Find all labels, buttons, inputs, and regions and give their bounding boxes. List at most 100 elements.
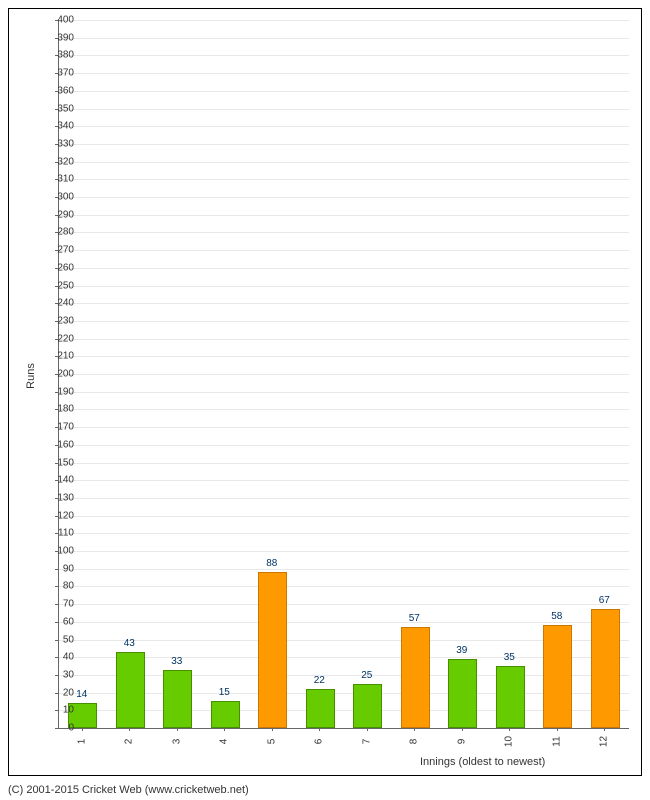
gridline xyxy=(59,533,629,534)
y-tick-mark xyxy=(55,268,58,269)
bar-value-label: 14 xyxy=(76,689,87,700)
y-tick-label: 330 xyxy=(44,138,74,149)
x-tick-label: 4 xyxy=(219,732,230,752)
y-tick-mark xyxy=(55,392,58,393)
x-tick-label: 8 xyxy=(409,732,420,752)
gridline xyxy=(59,91,629,92)
bar-value-label: 33 xyxy=(171,656,182,667)
bar xyxy=(591,609,620,728)
x-tick-label: 9 xyxy=(456,732,467,752)
bar xyxy=(448,659,477,728)
bar-value-label: 25 xyxy=(361,670,372,681)
gridline xyxy=(59,516,629,517)
gridline xyxy=(59,498,629,499)
x-tick-label: 6 xyxy=(314,732,325,752)
x-tick-label: 5 xyxy=(266,732,277,752)
y-tick-mark xyxy=(55,586,58,587)
y-tick-mark xyxy=(55,533,58,534)
bar-value-label: 39 xyxy=(456,645,467,656)
y-axis-title: Runs xyxy=(25,363,37,389)
x-tick-label: 10 xyxy=(504,732,515,752)
gridline xyxy=(59,321,629,322)
y-tick-mark xyxy=(55,303,58,304)
y-tick-label: 350 xyxy=(44,103,74,114)
bar-value-label: 67 xyxy=(599,595,610,606)
bar xyxy=(258,572,287,728)
gridline xyxy=(59,197,629,198)
y-tick-mark xyxy=(55,232,58,233)
y-tick-mark xyxy=(55,356,58,357)
y-tick-label: 90 xyxy=(44,563,74,574)
y-tick-mark xyxy=(55,73,58,74)
y-tick-mark xyxy=(55,657,58,658)
gridline xyxy=(59,215,629,216)
bar xyxy=(211,701,240,728)
gridline xyxy=(59,162,629,163)
gridline xyxy=(59,303,629,304)
y-tick-mark xyxy=(55,498,58,499)
bar xyxy=(543,625,572,728)
y-tick-label: 80 xyxy=(44,581,74,592)
gridline xyxy=(59,569,629,570)
x-tick-label: 7 xyxy=(361,732,372,752)
y-tick-label: 310 xyxy=(44,174,74,185)
y-tick-mark xyxy=(55,551,58,552)
y-tick-mark xyxy=(55,516,58,517)
copyright-text: (C) 2001-2015 Cricket Web (www.cricketwe… xyxy=(8,784,249,796)
y-tick-label: 290 xyxy=(44,209,74,220)
y-tick-label: 220 xyxy=(44,333,74,344)
gridline xyxy=(59,622,629,623)
gridline xyxy=(59,409,629,410)
y-tick-mark xyxy=(55,604,58,605)
y-tick-mark xyxy=(55,286,58,287)
gridline xyxy=(59,55,629,56)
y-tick-mark xyxy=(55,622,58,623)
x-axis-title: Innings (oldest to newest) xyxy=(420,756,545,768)
gridline xyxy=(59,463,629,464)
y-tick-mark xyxy=(55,710,58,711)
bar-value-label: 57 xyxy=(409,613,420,624)
gridline xyxy=(59,38,629,39)
y-tick-label: 70 xyxy=(44,599,74,610)
gridline xyxy=(59,109,629,110)
y-tick-label: 140 xyxy=(44,475,74,486)
y-tick-mark xyxy=(55,91,58,92)
gridline xyxy=(59,356,629,357)
bar-value-label: 43 xyxy=(124,638,135,649)
gridline xyxy=(59,339,629,340)
y-tick-mark xyxy=(55,693,58,694)
y-tick-label: 180 xyxy=(44,404,74,415)
y-tick-mark xyxy=(55,480,58,481)
gridline xyxy=(59,179,629,180)
y-tick-label: 0 xyxy=(44,723,74,734)
x-tick-label: 1 xyxy=(76,732,87,752)
y-tick-label: 130 xyxy=(44,492,74,503)
y-tick-mark xyxy=(55,162,58,163)
y-tick-label: 380 xyxy=(44,50,74,61)
bar xyxy=(496,666,525,728)
bar xyxy=(116,652,145,728)
y-tick-mark xyxy=(55,109,58,110)
x-tick-label: 3 xyxy=(171,732,182,752)
x-tick-label: 12 xyxy=(599,732,610,752)
x-tick-label: 11 xyxy=(551,732,562,752)
gridline xyxy=(59,268,629,269)
y-tick-label: 400 xyxy=(44,15,74,26)
y-tick-label: 230 xyxy=(44,315,74,326)
y-tick-label: 340 xyxy=(44,121,74,132)
gridline xyxy=(59,392,629,393)
gridline xyxy=(59,551,629,552)
y-tick-label: 20 xyxy=(44,687,74,698)
y-tick-label: 120 xyxy=(44,510,74,521)
gridline xyxy=(59,427,629,428)
gridline xyxy=(59,445,629,446)
gridline xyxy=(59,586,629,587)
y-tick-label: 60 xyxy=(44,616,74,627)
y-tick-label: 270 xyxy=(44,245,74,256)
y-tick-label: 250 xyxy=(44,280,74,291)
y-tick-mark xyxy=(55,215,58,216)
y-tick-label: 320 xyxy=(44,156,74,167)
y-tick-mark xyxy=(55,339,58,340)
gridline xyxy=(59,73,629,74)
bar-value-label: 88 xyxy=(266,558,277,569)
